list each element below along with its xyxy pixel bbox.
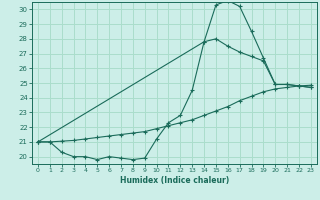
X-axis label: Humidex (Indice chaleur): Humidex (Indice chaleur) — [120, 176, 229, 185]
